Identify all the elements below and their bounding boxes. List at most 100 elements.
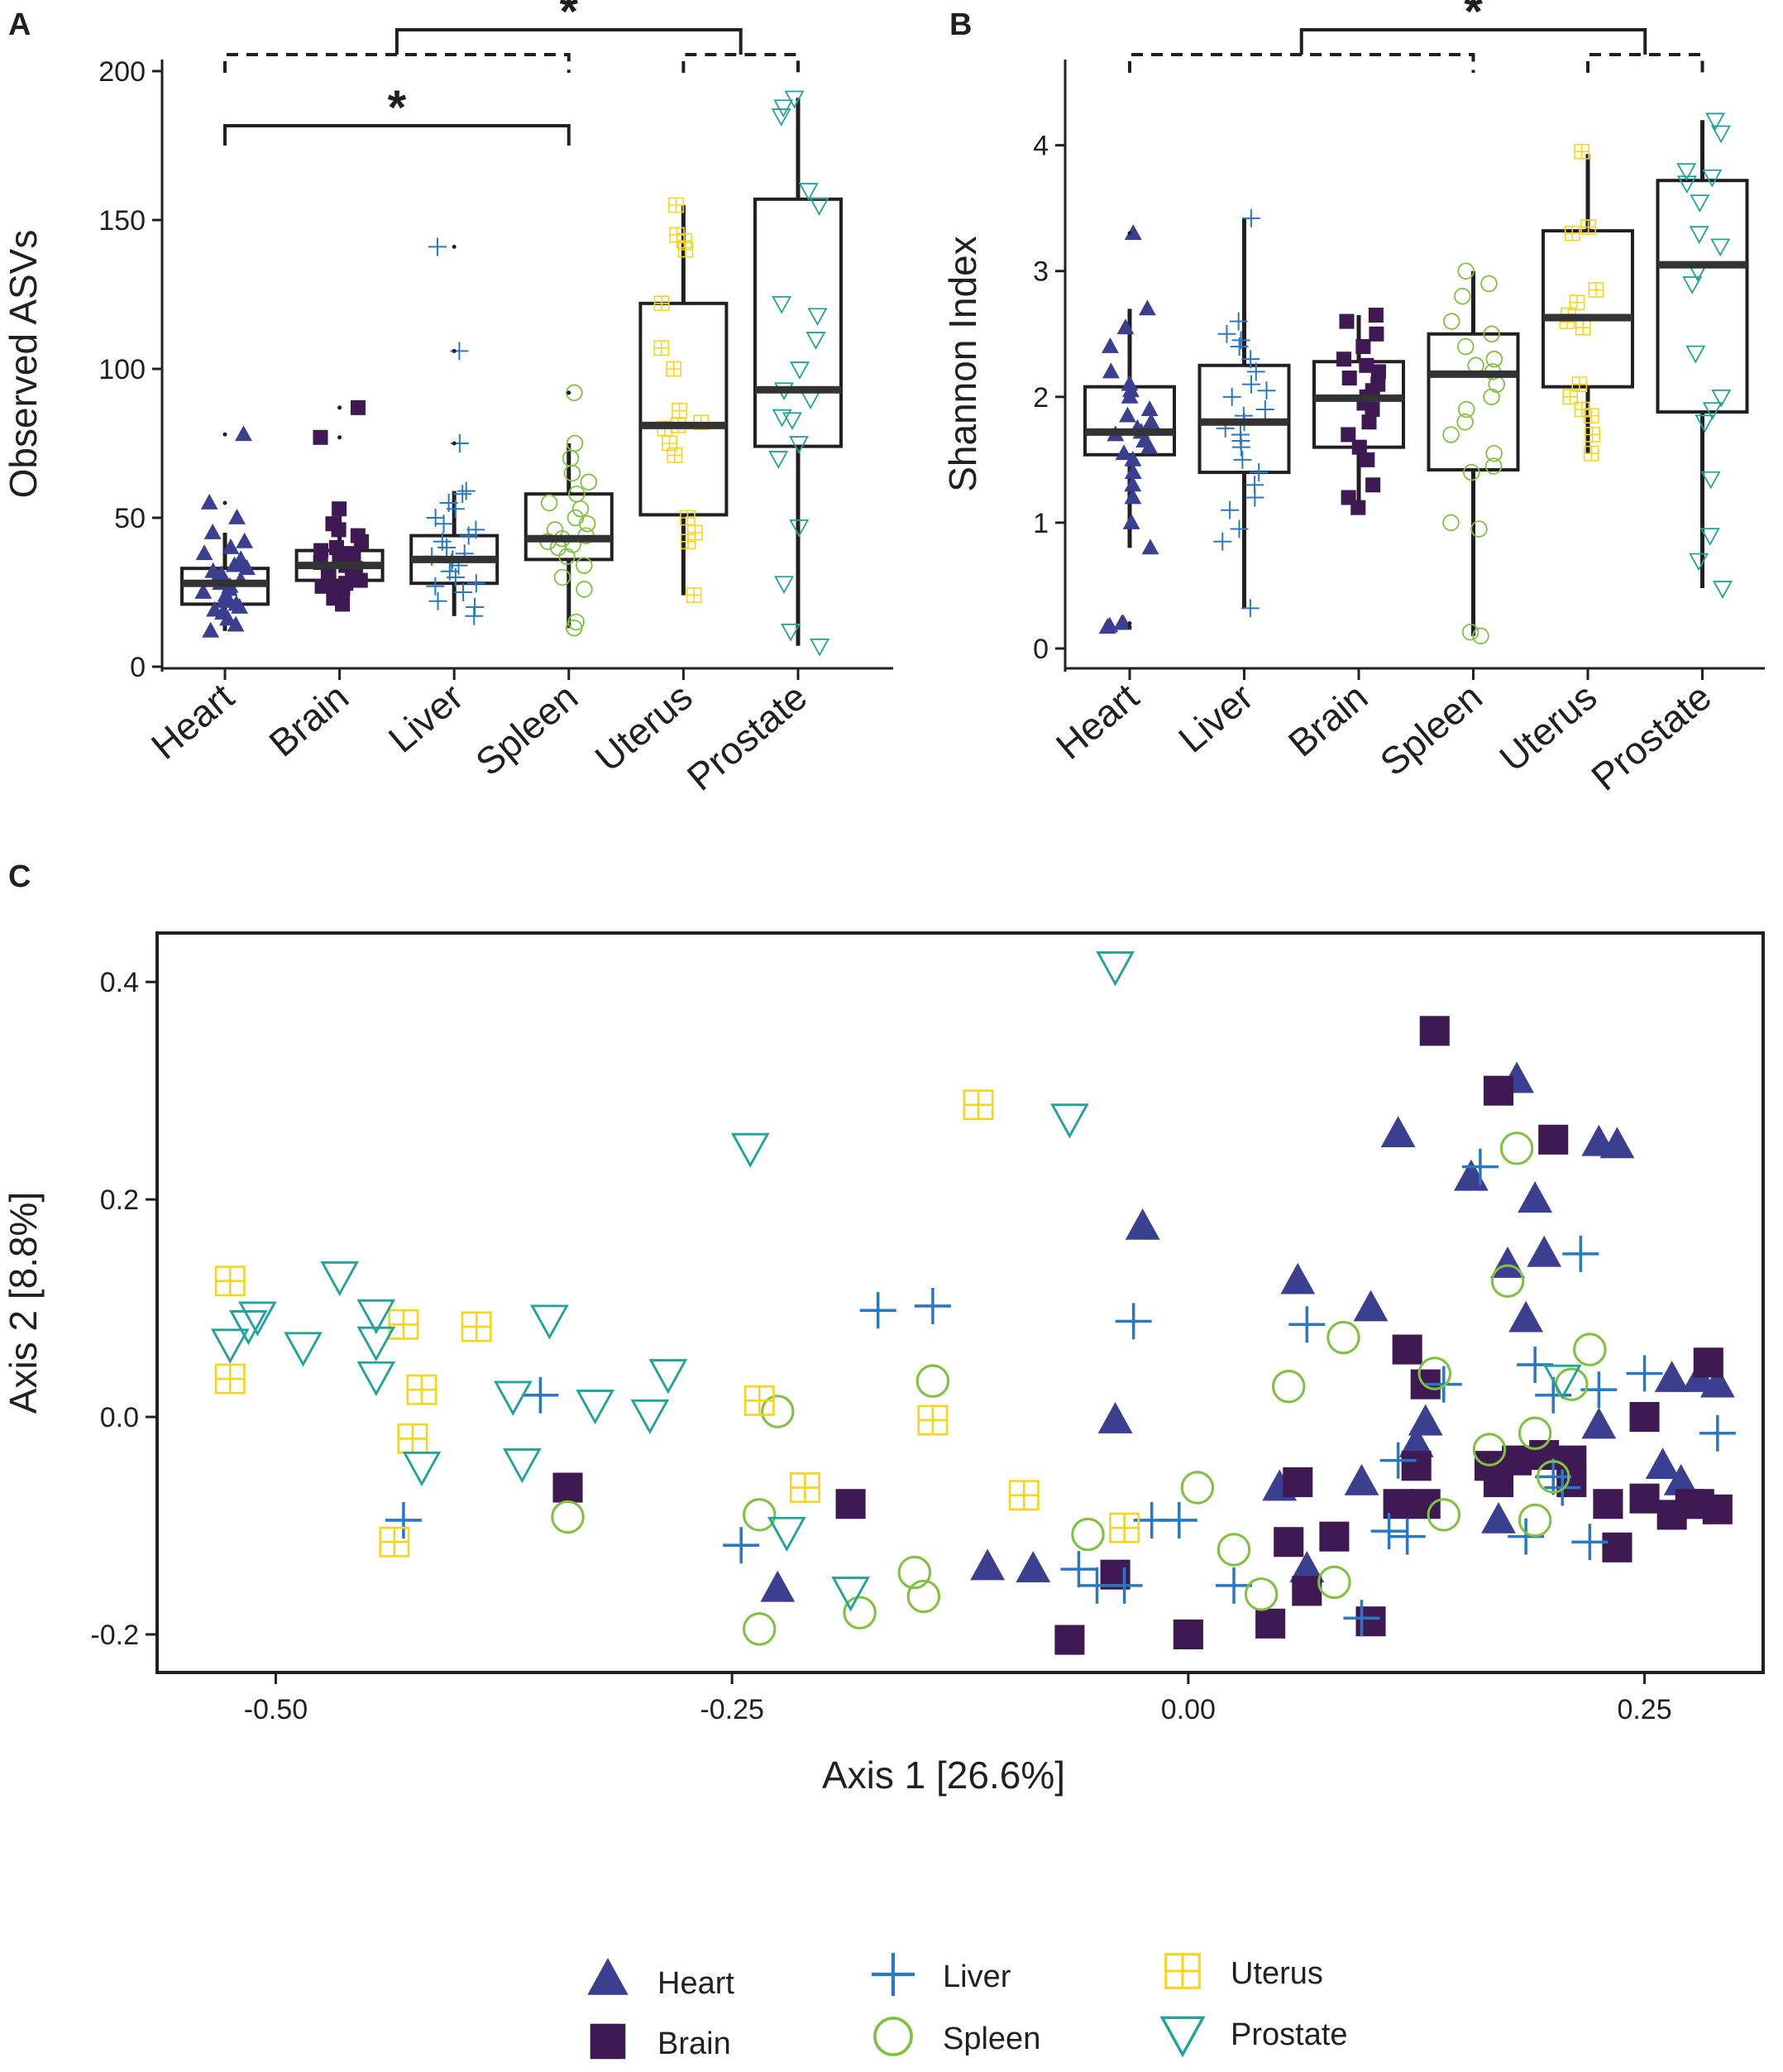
panel-c-point-prostate [356, 1299, 396, 1335]
panel-b-point-liver [1241, 375, 1260, 394]
panel-a-point-heart [202, 621, 220, 638]
legend-circle-icon [873, 2017, 913, 2056]
panel-a-box-rect-uterus [638, 301, 729, 517]
panel-b-point-spleen [1483, 325, 1500, 343]
panel-b-x-tick-label-spleen: Spleen [1372, 675, 1490, 784]
panel-c-point-spleen [1573, 1333, 1607, 1366]
panel-a-point-prostate [781, 623, 801, 642]
panel-c-point-prostate [356, 1361, 396, 1397]
panel-a-significance-1: * [223, 0, 800, 73]
panel-c-x-axis-title: Axis 1 [26.6%] [822, 1754, 1065, 1797]
panel-c-point-prostate [494, 1381, 533, 1416]
panel-a-point-spleen [553, 568, 571, 586]
panel-a-box-liver [409, 237, 500, 625]
panel-b-point-spleen [1484, 457, 1503, 475]
panel-a-point-uterus [662, 435, 677, 452]
panel-c-point-prostate [402, 1451, 442, 1487]
panel-c-y-tick-label: -0.2 [90, 1620, 139, 1651]
panel-b-point-uterus [1580, 219, 1597, 235]
panel-b-point-spleen [1457, 262, 1475, 280]
panel-c-x-tick-label: -0.50 [244, 1694, 308, 1725]
panel-b-point-liver [1245, 476, 1264, 495]
panel-c-series-prostate [210, 951, 1582, 1612]
panel-b-point-brain [1341, 490, 1356, 505]
panel-a-y-tick-label: 200 [98, 56, 146, 88]
panel-c-point-brain [1173, 1619, 1203, 1650]
legend-label-heart: Heart [657, 1966, 734, 2001]
panel-b-point-brain [1355, 338, 1371, 354]
panel-c-point-brain [1319, 1521, 1350, 1552]
panel-c-point-heart [1289, 1551, 1325, 1582]
panel-c-point-heart [1408, 1404, 1443, 1436]
panel-a-point-brain [350, 400, 366, 415]
panel-b-box-heart [1083, 224, 1176, 634]
panel-c-point-brain [1274, 1527, 1304, 1558]
legend-label-liver: Liver [943, 1960, 1011, 1994]
panel-b-outlier-heart [1127, 624, 1132, 629]
panel-a-bracket-solid [223, 124, 571, 146]
panel-c-point-liver [1106, 1567, 1143, 1604]
panel-a-bracket-solid-top [394, 28, 743, 55]
panel-a-point-brain [342, 546, 358, 562]
panel-b-box-spleen [1427, 262, 1520, 645]
panel-c-point-uterus [379, 1526, 410, 1558]
panel-a-x-tick-label-prostate: Prostate [679, 675, 815, 799]
panel-a-x-tick-label-liver: Liver [380, 675, 471, 761]
panel-c-point-liver [1060, 1551, 1097, 1588]
panel-c-point-spleen [551, 1500, 585, 1534]
panel-b-box-prostate [1656, 112, 1749, 599]
panel-a-point-brain [325, 516, 341, 532]
panel-c-point-uterus [214, 1266, 246, 1297]
panel-a-y-tick-label: 50 [114, 503, 146, 534]
panel-a-point-prostate [807, 308, 828, 327]
panel-b-point-brain [1365, 477, 1381, 493]
panel-c-point-spleen [1536, 1460, 1570, 1494]
panel-c-point-heart [1663, 1463, 1699, 1495]
panel-b-point-heart [1101, 616, 1119, 633]
panel-b-point-brain [1370, 364, 1386, 380]
panel-c-ordination: -0.50 -0.25 0.00 0.25 -0.2 0.0 0.2 0.4 Axis 1 [2… [2, 931, 1765, 1797]
panel-c-point-prostate [648, 1359, 688, 1395]
panel-b-point-uterus [1583, 408, 1599, 424]
panel-c-point-prostate [831, 1577, 870, 1612]
panel-c-y-axis-title: Axis 2 [8.8%] [2, 1192, 45, 1414]
panel-b-y-tick-label: 3 [1033, 256, 1049, 288]
panel-c-point-liver [1216, 1567, 1253, 1604]
panel-c-point-liver [385, 1501, 422, 1538]
panel-c-point-liver [1115, 1303, 1152, 1340]
panel-c-point-brain [1693, 1347, 1723, 1378]
panel-b-point-heart [1119, 406, 1136, 423]
panel-b-x-tick-label-prostate: Prostate [1583, 675, 1719, 799]
panel-a-point-spleen [566, 509, 585, 527]
panel-b-point-prostate [1676, 175, 1697, 194]
panel-c-point-heart [1699, 1366, 1735, 1398]
panel-c-point-spleen [1317, 1565, 1351, 1600]
panel-b-point-liver [1246, 362, 1265, 381]
panel-c-point-spleen [743, 1612, 777, 1646]
panel-a-significance-0: * [223, 81, 571, 146]
panel-a-x-tick-label-spleen: Spleen [467, 675, 586, 784]
panel-b-point-uterus [1564, 225, 1580, 242]
panel-b-point-heart [1140, 400, 1159, 416]
panel-c-point-liver [1425, 1366, 1462, 1403]
panel-a-point-spleen [566, 384, 583, 402]
panel-b-point-liver [1255, 400, 1274, 419]
panel-b-point-liver [1231, 331, 1250, 350]
panel-c-point-brain [1593, 1489, 1623, 1519]
legend-plus-icon [872, 1953, 915, 1996]
panel-b-point-prostate [1705, 112, 1726, 132]
panel-a-y-tick-label: 150 [98, 205, 146, 237]
panel-a-y-tick-label: 100 [98, 354, 146, 385]
panel-a-outlier-heart [222, 432, 227, 437]
panel-a-point-liver [439, 494, 458, 512]
panel-a-outlier-liver [452, 441, 457, 446]
panel-c-x-tick-label: 0.00 [1161, 1694, 1216, 1725]
panel-c-point-uterus [1008, 1480, 1040, 1511]
panel-c-point-heart [1280, 1262, 1316, 1294]
panel-b-point-heart [1142, 413, 1160, 429]
panel-b-point-brain [1370, 376, 1386, 392]
panel-a-point-liver [466, 520, 485, 539]
panel-b-point-uterus [1575, 319, 1591, 336]
panel-b-point-brain [1368, 307, 1384, 323]
